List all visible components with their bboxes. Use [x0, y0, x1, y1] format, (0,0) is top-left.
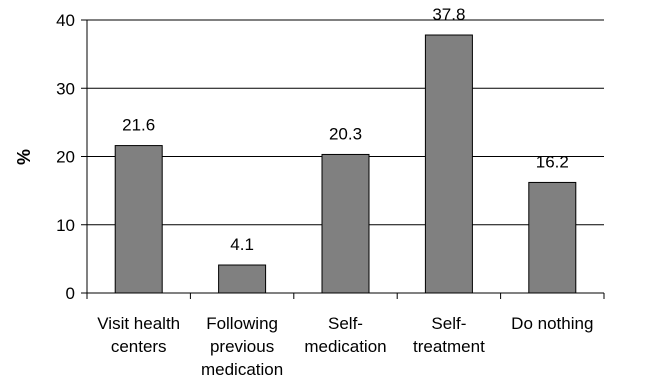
bar — [528, 181, 577, 294]
category-label: centers — [111, 337, 167, 356]
category-label: treatment — [413, 337, 485, 356]
bar — [218, 264, 267, 294]
bar — [424, 34, 473, 294]
category-label: Following — [206, 314, 278, 333]
category-label: Visit health — [97, 314, 180, 333]
bar — [114, 145, 163, 294]
data-label: 16.2 — [536, 152, 569, 171]
category-label: medication — [304, 337, 386, 356]
y-tick-label: 40 — [56, 11, 75, 30]
category-label: Do nothing — [511, 314, 593, 333]
data-label: 37.8 — [432, 5, 465, 24]
category-label: previous — [210, 337, 274, 356]
data-label: 4.1 — [230, 235, 254, 254]
labels: 0 10 20 30 40 21.6 Visit health centers 4.1 Follo… — [56, 5, 593, 379]
y-tick-label: 0 — [66, 284, 75, 303]
data-label: 20.3 — [329, 124, 362, 143]
y-tick-label: 30 — [56, 79, 75, 98]
axes — [81, 19, 605, 299]
category-label: medication — [201, 360, 283, 379]
bar — [321, 153, 370, 294]
y-tick-label: 20 — [56, 148, 75, 167]
y-tick-label: 10 — [56, 216, 75, 235]
category-label: Self- — [328, 314, 363, 333]
y-axis-label: % — [14, 149, 34, 165]
category-label: Self- — [431, 314, 466, 333]
data-label: 21.6 — [122, 116, 155, 135]
bars — [114, 34, 577, 294]
